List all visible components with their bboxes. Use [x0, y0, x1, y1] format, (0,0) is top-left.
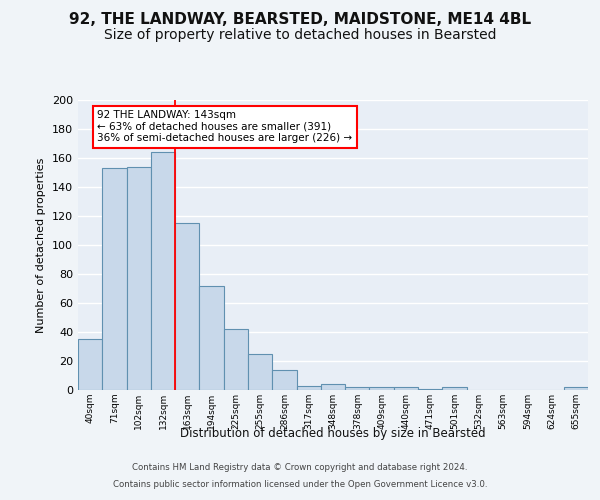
Bar — [151, 152, 175, 390]
Bar — [127, 166, 151, 390]
Bar — [224, 329, 248, 390]
Bar — [345, 387, 370, 390]
Bar — [248, 354, 272, 390]
Text: Contains public sector information licensed under the Open Government Licence v3: Contains public sector information licen… — [113, 480, 487, 489]
Text: Distribution of detached houses by size in Bearsted: Distribution of detached houses by size … — [180, 428, 486, 440]
Bar — [418, 388, 442, 390]
Bar — [394, 387, 418, 390]
Text: 92, THE LANDWAY, BEARSTED, MAIDSTONE, ME14 4BL: 92, THE LANDWAY, BEARSTED, MAIDSTONE, ME… — [69, 12, 531, 28]
Y-axis label: Number of detached properties: Number of detached properties — [37, 158, 46, 332]
Bar — [102, 168, 127, 390]
Bar — [370, 387, 394, 390]
Text: 92 THE LANDWAY: 143sqm
← 63% of detached houses are smaller (391)
36% of semi-de: 92 THE LANDWAY: 143sqm ← 63% of detached… — [97, 110, 353, 144]
Bar — [272, 370, 296, 390]
Text: Size of property relative to detached houses in Bearsted: Size of property relative to detached ho… — [104, 28, 496, 42]
Bar — [321, 384, 345, 390]
Bar — [199, 286, 224, 390]
Text: Contains HM Land Registry data © Crown copyright and database right 2024.: Contains HM Land Registry data © Crown c… — [132, 464, 468, 472]
Bar — [442, 387, 467, 390]
Bar — [296, 386, 321, 390]
Bar — [564, 387, 588, 390]
Bar — [175, 223, 199, 390]
Bar — [78, 339, 102, 390]
